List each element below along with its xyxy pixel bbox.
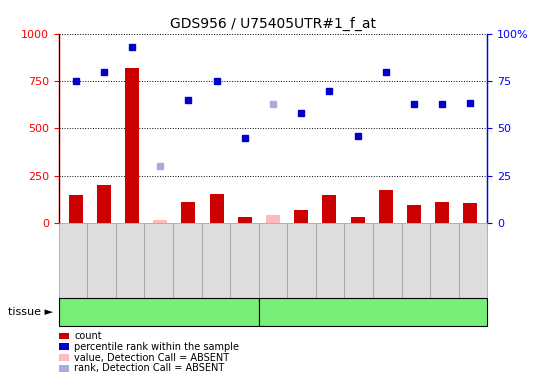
Text: GSM19333: GSM19333: [125, 236, 135, 285]
Text: GSM19337: GSM19337: [183, 236, 192, 285]
Bar: [125, 68, 139, 223]
Text: GSM19329: GSM19329: [68, 236, 78, 285]
Title: GDS956 / U75405UTR#1_f_at: GDS956 / U75405UTR#1_f_at: [170, 17, 376, 32]
Text: GSM19319: GSM19319: [354, 236, 363, 285]
Text: rank, Detection Call = ABSENT: rank, Detection Call = ABSENT: [74, 363, 225, 374]
Text: GSM19312: GSM19312: [268, 236, 278, 285]
Bar: [435, 202, 449, 223]
Bar: [463, 203, 477, 223]
Text: GSM19323: GSM19323: [411, 236, 421, 285]
Bar: [97, 185, 111, 223]
Bar: [181, 202, 195, 223]
Text: ventral tegmental area: ventral tegmental area: [99, 307, 219, 317]
Text: tissue ►: tissue ►: [8, 307, 53, 317]
Bar: [238, 217, 252, 223]
Text: GSM19341: GSM19341: [240, 236, 249, 285]
Bar: [407, 205, 421, 223]
Bar: [153, 220, 167, 223]
Text: GSM19339: GSM19339: [211, 236, 221, 285]
Text: GSM19331: GSM19331: [97, 236, 106, 285]
Text: GSM19325: GSM19325: [440, 236, 449, 285]
Text: percentile rank within the sample: percentile rank within the sample: [74, 342, 240, 352]
Bar: [69, 195, 83, 223]
Bar: [323, 195, 337, 223]
Bar: [209, 194, 223, 223]
Bar: [379, 190, 393, 223]
Text: substantia nigra pars compacta: substantia nigra pars compacta: [290, 307, 456, 317]
Text: GSM19327: GSM19327: [468, 236, 478, 285]
Text: GSM19335: GSM19335: [154, 236, 164, 285]
Text: GSM19321: GSM19321: [382, 236, 392, 285]
Text: GSM19315: GSM19315: [297, 236, 306, 285]
Text: GSM19317: GSM19317: [325, 236, 335, 285]
Text: count: count: [74, 331, 102, 341]
Text: value, Detection Call = ABSENT: value, Detection Call = ABSENT: [74, 352, 230, 363]
Bar: [294, 210, 308, 223]
Bar: [266, 214, 280, 223]
Bar: [351, 217, 365, 223]
